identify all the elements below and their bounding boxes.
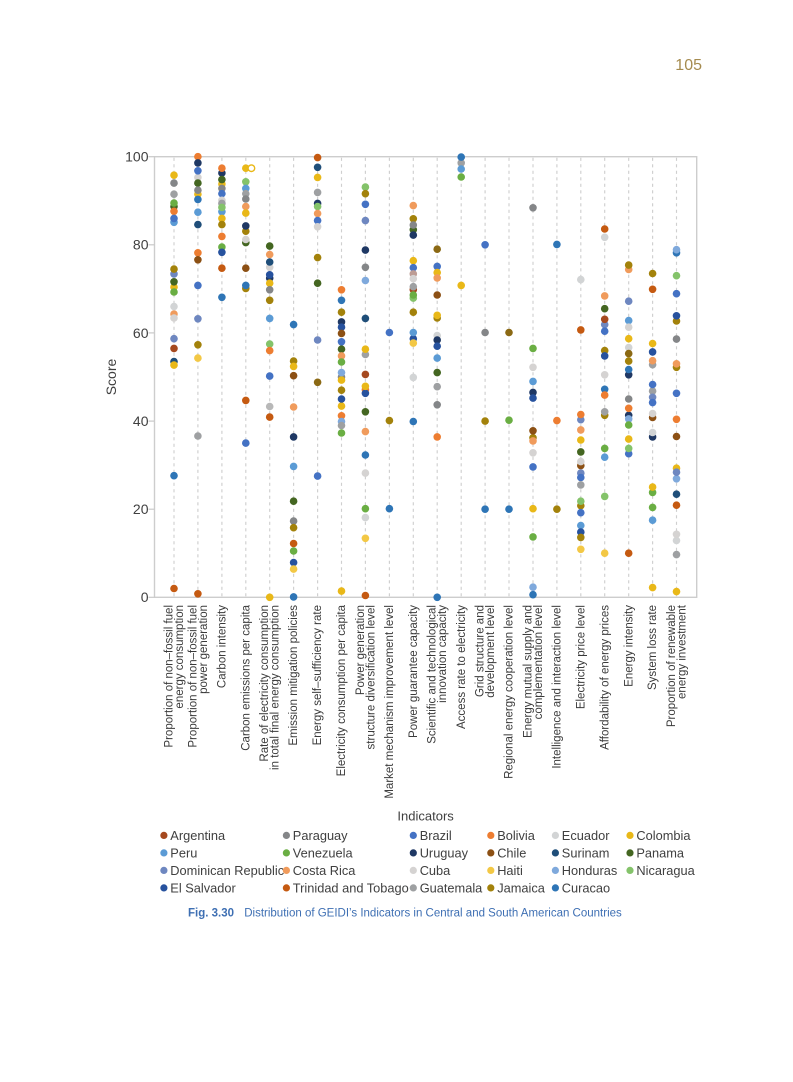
svg-text:Proportion of non–fossil fuel: Proportion of non–fossil fuel <box>163 605 175 748</box>
svg-text:Brazil: Brazil <box>420 828 452 843</box>
svg-text:Power guarantee capacity: Power guarantee capacity <box>408 605 420 738</box>
svg-text:Costa Rica: Costa Rica <box>293 863 356 878</box>
svg-text:Cuba: Cuba <box>420 863 451 878</box>
svg-text:Argentina: Argentina <box>170 828 226 843</box>
svg-text:Dominican Republic: Dominican Republic <box>170 863 284 878</box>
svg-text:Haiti: Haiti <box>497 863 523 878</box>
svg-text:Affordability of energy prices: Affordability of energy prices <box>599 605 611 750</box>
svg-text:Market mechanism improvement l: Market mechanism improvement level <box>384 605 396 799</box>
svg-text:development level: development level <box>485 605 497 698</box>
svg-text:energy consumption: energy consumption <box>174 605 186 709</box>
svg-text:Fig. 3.30 Distribution of GEID: Fig. 3.30 Distribution of GEIDI’s Indica… <box>188 908 622 920</box>
svg-text:Chile: Chile <box>497 846 526 861</box>
svg-text:Carbon intensity: Carbon intensity <box>217 605 229 688</box>
svg-text:Regional energy cooperation le: Regional energy cooperation level <box>504 605 516 779</box>
svg-text:Carbon emissions per capita: Carbon emissions per capita <box>240 604 252 750</box>
svg-text:Ecuador: Ecuador <box>562 828 610 843</box>
svg-text:Electricity price level: Electricity price level <box>575 605 587 709</box>
svg-text:Electricity consumption per ca: Electricity consumption per capita <box>336 604 348 776</box>
svg-text:Energy mutual supply and: Energy mutual supply and <box>522 605 534 738</box>
svg-text:complementation level: complementation level <box>533 605 545 719</box>
svg-text:Guatemala: Guatemala <box>420 881 483 896</box>
svg-text:0: 0 <box>141 589 149 605</box>
svg-text:Colombia: Colombia <box>636 828 691 843</box>
svg-text:Indicators: Indicators <box>397 809 454 824</box>
svg-text:Peru: Peru <box>170 846 197 861</box>
svg-text:Surinam: Surinam <box>562 846 610 861</box>
svg-text:Proportion of non–fossil fuel: Proportion of non–fossil fuel <box>187 605 199 748</box>
svg-text:Proportion of renewable: Proportion of renewable <box>666 605 678 727</box>
svg-text:Scientific and technological: Scientific and technological <box>427 605 439 744</box>
svg-text:Paraguay: Paraguay <box>293 828 348 843</box>
svg-text:Trinidad and Tobago: Trinidad and Tobago <box>293 881 409 896</box>
svg-text:80: 80 <box>133 237 149 253</box>
svg-text:energy investment: energy investment <box>676 604 688 699</box>
svg-text:Bolivia: Bolivia <box>497 828 536 843</box>
svg-text:Power generation: Power generation <box>355 605 367 695</box>
svg-text:System loss rate: System loss rate <box>647 605 659 690</box>
svg-text:El Salvador: El Salvador <box>170 881 236 896</box>
svg-text:Intelligence and interaction l: Intelligence and interaction level <box>552 605 564 769</box>
svg-text:Energy self–sufficiency rate: Energy self–sufficiency rate <box>312 605 324 745</box>
svg-text:Emission mitigation policies: Emission mitigation policies <box>288 605 300 746</box>
svg-text:structure diversification leve: structure diversification level <box>365 605 377 749</box>
svg-text:Grid structure and: Grid structure and <box>474 605 486 697</box>
svg-text:Venezuela: Venezuela <box>293 846 354 861</box>
svg-text:Panama: Panama <box>636 846 685 861</box>
svg-text:in total final energy consumpt: in total final energy consumption <box>270 605 282 770</box>
svg-text:Rate of electricity consumptio: Rate of electricity consumption <box>259 605 271 762</box>
svg-text:Nicaragua: Nicaragua <box>636 863 695 878</box>
svg-text:20: 20 <box>133 501 149 517</box>
svg-text:105: 105 <box>675 57 702 74</box>
svg-text:60: 60 <box>133 325 149 341</box>
svg-text:Energy intensity: Energy intensity <box>623 605 635 687</box>
svg-text:Access rate to electricity: Access rate to electricity <box>456 605 468 729</box>
svg-text:Curacao: Curacao <box>562 881 610 896</box>
svg-text:Uruguay: Uruguay <box>420 846 469 861</box>
svg-text:innovation capacity: innovation capacity <box>437 605 449 703</box>
svg-text:100: 100 <box>125 149 149 165</box>
svg-text:Jamaica: Jamaica <box>497 881 546 896</box>
svg-text:power generation: power generation <box>198 605 210 694</box>
svg-text:40: 40 <box>133 413 149 429</box>
svg-text:Honduras: Honduras <box>562 863 618 878</box>
svg-text:Score: Score <box>103 359 119 396</box>
